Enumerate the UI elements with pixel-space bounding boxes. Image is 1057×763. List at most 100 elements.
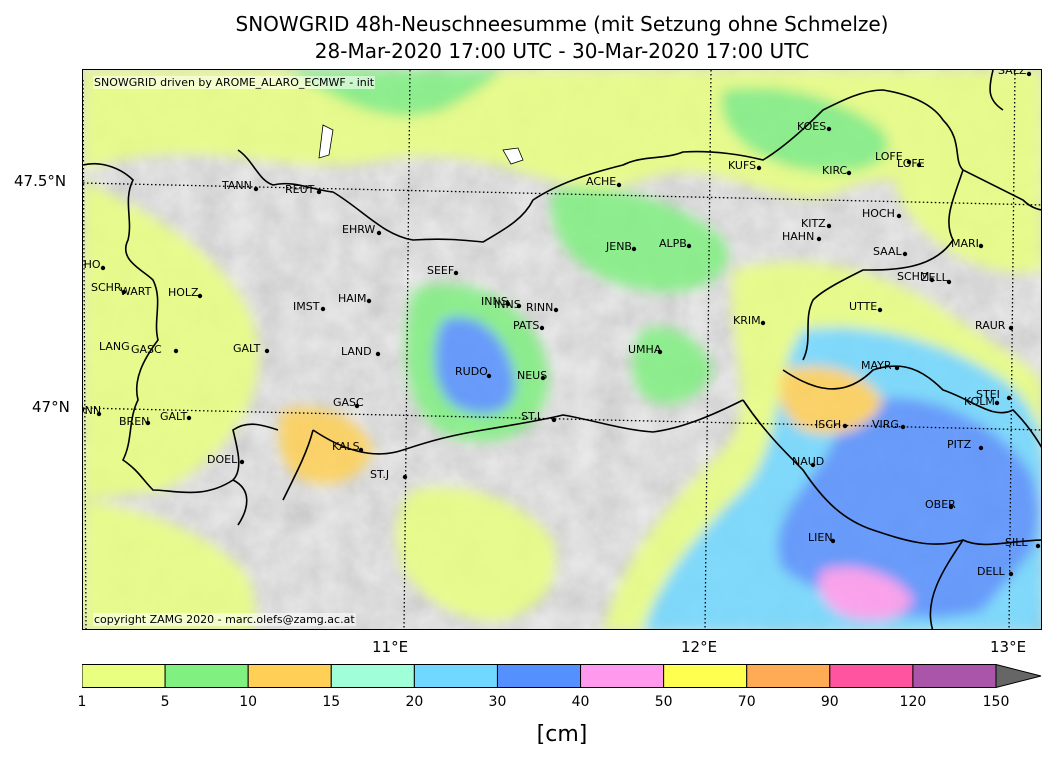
station-label: OBER <box>925 498 956 511</box>
station-label: UMHA <box>628 343 662 356</box>
colorbar-tick-label: 5 <box>160 694 170 710</box>
station-label: KRIM <box>733 314 761 327</box>
colorbar-tick-label: 15 <box>322 694 341 710</box>
station-label: KUFS <box>728 159 757 172</box>
colorbar-tick-label: 40 <box>571 694 590 710</box>
station-label: SCHR <box>91 281 122 294</box>
station-label: RUDO <box>455 365 488 378</box>
station-label: VIRG <box>872 418 899 431</box>
colorbar-tick-label: 90 <box>820 694 839 710</box>
colorbar-tick-label: 70 <box>737 694 756 710</box>
station-label: LAND <box>341 345 372 358</box>
colorbar-segment <box>413 664 498 688</box>
colorbar-extension <box>995 664 1042 689</box>
colorbar-segment <box>82 664 166 688</box>
lake-shape <box>318 124 334 159</box>
colorbar-segment <box>663 664 748 688</box>
colorbar-segment <box>164 664 249 688</box>
station-label: KOLM <box>964 395 995 408</box>
station-dots <box>96 71 1041 577</box>
colorbar-segment <box>330 664 415 688</box>
station-label: LIEN <box>808 531 833 544</box>
station-label: DELL <box>977 565 1005 578</box>
lon-label-12: 12°E <box>681 638 718 656</box>
lat-label-47-5: 47.5°N <box>14 172 67 190</box>
colorbar-segment <box>580 664 665 688</box>
station-label: RAUR <box>975 319 1006 332</box>
station-label: BREN <box>119 415 150 428</box>
station-label: KOES <box>797 120 827 133</box>
station-label: SILL <box>1005 536 1028 549</box>
station-label: IMST <box>293 300 320 313</box>
station-label: NEUS <box>517 369 548 382</box>
country-borders <box>83 70 1041 629</box>
station-label: GALT <box>160 410 188 423</box>
colorbar-tick-label: 50 <box>654 694 673 710</box>
colorbar-tick-label: 30 <box>488 694 507 710</box>
graticule <box>83 70 1041 629</box>
station-label: MARI <box>951 237 979 250</box>
station-label: SCHO <box>83 258 101 271</box>
lon-label-11: 11°E <box>372 638 409 656</box>
station-label: ISCH <box>815 418 842 431</box>
station-label: UTTE <box>849 300 878 313</box>
lon-label-13: 13°E <box>990 638 1027 656</box>
snow-map: SNOWGRID driven by AROME_ALARO_ECMWF - i… <box>82 69 1042 630</box>
station-label: GALT <box>233 342 261 355</box>
station-label: GASC <box>333 396 364 409</box>
station-label: KITZ <box>801 217 826 230</box>
station-label: PITZ <box>947 438 972 451</box>
station-label: KIRC <box>822 164 848 177</box>
colorbar-segment <box>247 664 332 688</box>
station-label: HOLZ <box>168 286 199 299</box>
station-label: SALZ <box>998 69 1027 77</box>
station-label: SONN <box>83 404 102 417</box>
station-label: HAHN <box>782 230 815 243</box>
colorbar-segment <box>746 664 831 688</box>
station-label: ACHE <box>586 175 617 188</box>
lake-shape-2 <box>502 147 524 165</box>
colorbar-tick-label: 10 <box>239 694 258 710</box>
station-label: INNS <box>481 295 508 308</box>
source-note: SNOWGRID driven by AROME_ALARO_ECMWF - i… <box>93 76 376 89</box>
station-label: SAAL <box>873 245 902 258</box>
station-label: EHRW <box>342 223 376 236</box>
chart-title-line1: SNOWGRID 48h-Neuschneesumme (mit Setzung… <box>235 12 889 36</box>
map-canvas <box>83 70 1041 629</box>
station-label: PATS <box>513 319 540 332</box>
colorbar-segment <box>829 664 914 688</box>
station-label: INNS <box>494 298 521 311</box>
station-label: HOCH <box>862 207 895 220</box>
station-label: TANN <box>222 179 252 192</box>
station-label: WART <box>120 285 152 298</box>
station-label: LOFE <box>897 157 925 170</box>
copyright-note: copyright ZAMG 2020 - marc.olefs@zamg.ac… <box>93 613 356 626</box>
chart-title-line2: 28-Mar-2020 17:00 UTC - 30-Mar-2020 17:0… <box>314 39 810 63</box>
station-label: ST.J <box>370 468 390 481</box>
station-label: REUT <box>285 183 315 196</box>
station-label: LANG <box>99 340 130 353</box>
station-label: HAIM <box>338 292 367 305</box>
station-label: NAUD <box>792 455 825 468</box>
colorbar-unit: [cm] <box>536 722 588 747</box>
station-label: MAYR <box>861 359 892 372</box>
station-label: ST.L <box>521 410 544 423</box>
station-label: LOFE <box>875 150 903 163</box>
station-label: STEI <box>976 388 1000 401</box>
station-label: SEEF <box>427 264 455 277</box>
colorbar-segment <box>496 664 582 688</box>
station-label: RINN <box>526 301 554 314</box>
colorbar-segment <box>912 664 997 688</box>
lat-label-47: 47°N <box>32 398 70 416</box>
station-label: ALPB <box>659 237 687 250</box>
colorbar-tick-label: 150 <box>982 694 1010 710</box>
station-label: KALS <box>332 440 360 453</box>
colorbar-tick-label: 120 <box>899 694 927 710</box>
station-label: GASC <box>131 343 162 356</box>
station-label: ZELL <box>921 271 948 284</box>
station-label: JENB <box>606 240 632 253</box>
colorbar-tick-label: 20 <box>405 694 424 710</box>
colorbar <box>82 664 1042 689</box>
colorbar-tick-label: 1 <box>77 694 87 710</box>
snow-fields <box>83 70 1041 629</box>
